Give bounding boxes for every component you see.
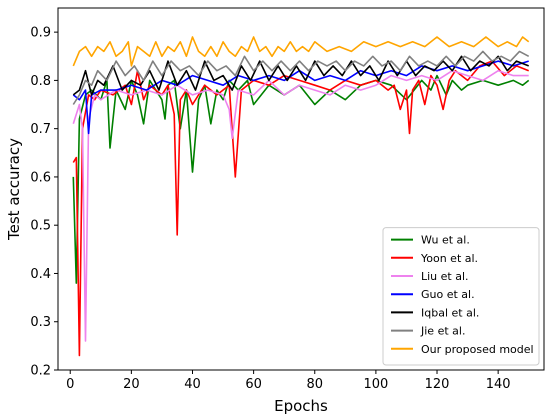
x-tick-label: 100 — [363, 377, 388, 392]
x-axis: 0 20 40 60 80 100 120 140 — [66, 370, 511, 392]
legend-label-3: Guo et al. — [421, 288, 475, 301]
series-line-6 — [72, 36, 530, 67]
series-line-4 — [72, 55, 529, 96]
y-tick-label: 0.7 — [30, 122, 51, 137]
x-tick-label: 0 — [66, 377, 74, 392]
y-tick-label: 0.4 — [30, 267, 51, 282]
legend-label-5: Jie et al. — [420, 325, 465, 338]
x-tick-label: 80 — [306, 377, 323, 392]
legend-label-1: Yoon et al. — [420, 252, 478, 265]
legend-label-2: Liu et al. — [421, 270, 469, 283]
y-tick-label: 0.3 — [30, 315, 51, 330]
series-line-3 — [72, 60, 529, 135]
series-line-1 — [72, 60, 529, 357]
x-axis-label: Epochs — [274, 397, 328, 415]
x-tick-label: 140 — [486, 377, 511, 392]
plot-frame — [57, 7, 545, 371]
x-tick-label: 20 — [123, 377, 140, 392]
y-tick-label: 0.9 — [30, 26, 51, 41]
y-tick-label: 0.8 — [30, 74, 51, 89]
y-axis-label: Test accuracy — [5, 138, 23, 241]
y-axis: 0.2 0.3 0.4 0.5 0.6 0.7 0.8 0.9 — [30, 26, 58, 379]
x-tick-label: 40 — [184, 377, 201, 392]
y-tick-label: 0.5 — [30, 219, 51, 234]
x-tick-label: 60 — [245, 377, 262, 392]
legend-box — [382, 227, 540, 366]
series-layer — [72, 36, 530, 357]
legend-label-6: Our proposed model — [421, 343, 534, 356]
y-tick-label: 0.6 — [30, 170, 51, 185]
x-tick-label: 120 — [425, 377, 450, 392]
legend-label-0: Wu et al. — [421, 234, 470, 247]
series-line-5 — [72, 50, 530, 105]
legend: Wu et al. Yoon et al. Liu et al. Guo et al.… — [382, 227, 540, 366]
series-line-2 — [72, 69, 529, 342]
legend-label-4: Iqbal et al. — [421, 306, 479, 319]
y-tick-label: 0.2 — [30, 364, 51, 379]
